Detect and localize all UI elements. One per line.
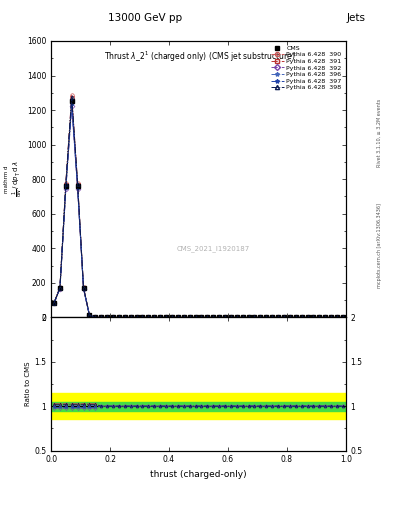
Text: Thrust $\lambda\_2^1$ (charged only) (CMS jet substructure): Thrust $\lambda\_2^1$ (charged only) (CM… — [104, 49, 296, 63]
Text: CMS_2021_I1920187: CMS_2021_I1920187 — [176, 245, 250, 252]
Text: 13000 GeV pp: 13000 GeV pp — [108, 13, 182, 23]
Y-axis label: $\frac{1}{\mathrm{d}N}\,/\,\mathrm{d}p_\mathrm{T}\,\mathrm{d}\,\lambda$: $\frac{1}{\mathrm{d}N}\,/\,\mathrm{d}p_\… — [11, 161, 26, 198]
Y-axis label: Ratio to CMS: Ratio to CMS — [25, 362, 31, 406]
Text: mathrm d: mathrm d — [4, 165, 9, 193]
Text: Jets: Jets — [347, 13, 365, 23]
X-axis label: thrust (charged-only): thrust (charged-only) — [150, 470, 247, 479]
Legend: CMS, Pythia 6.428  390, Pythia 6.428  391, Pythia 6.428  392, Pythia 6.428  396,: CMS, Pythia 6.428 390, Pythia 6.428 391,… — [270, 44, 343, 92]
Text: mcplots.cern.ch [arXiv:1306.3436]: mcplots.cern.ch [arXiv:1306.3436] — [377, 203, 382, 288]
Text: Rivet 3.1.10, ≥ 3.2M events: Rivet 3.1.10, ≥ 3.2M events — [377, 99, 382, 167]
